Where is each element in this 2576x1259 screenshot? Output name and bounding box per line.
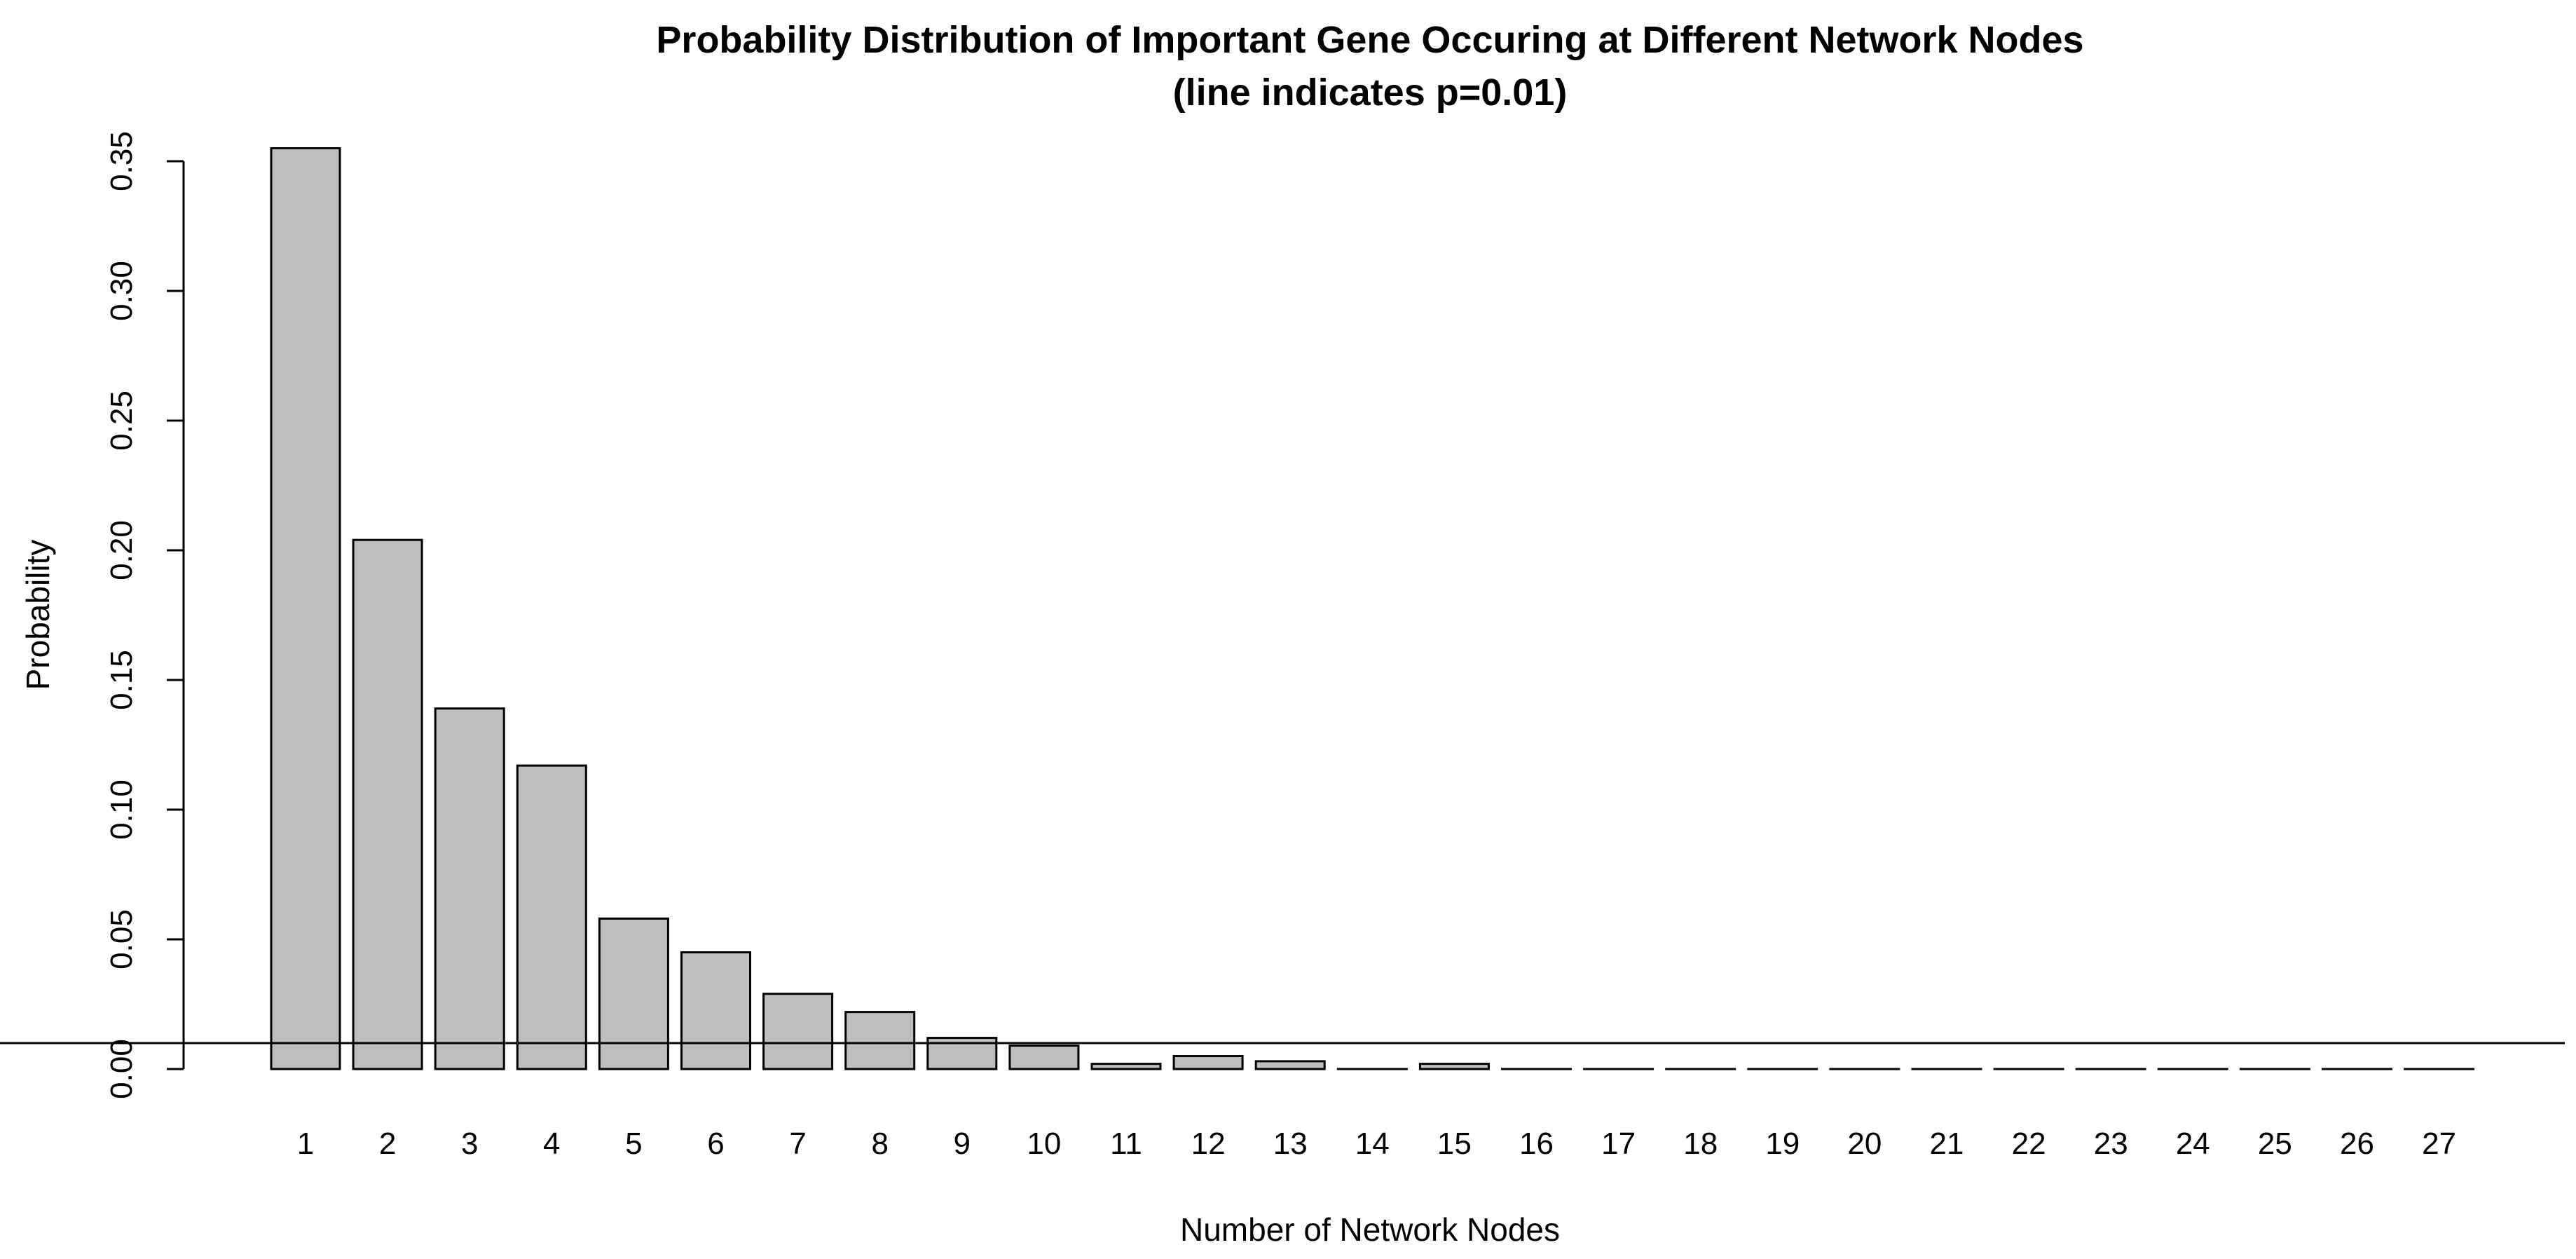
y-tick-label-0.20: 0.20 [104, 520, 139, 580]
x-tick-label-24: 24 [2176, 1127, 2210, 1161]
x-tick-label-22: 22 [2012, 1127, 2046, 1161]
x-tick-label-12: 12 [1191, 1127, 1226, 1161]
bar-12 [1172, 1055, 1244, 1070]
bars-group [270, 147, 2475, 1070]
bar-6 [680, 951, 751, 1070]
x-tick-label-7: 7 [789, 1127, 806, 1161]
x-tick-label-25: 25 [2258, 1127, 2292, 1161]
x-axis-label: Number of Network Nodes [1180, 1211, 1560, 1248]
y-tick-label-0.00: 0.00 [104, 1039, 139, 1099]
x-tick-label-14: 14 [1355, 1127, 1390, 1161]
x-tick-label-23: 23 [2094, 1127, 2128, 1161]
bar-8 [844, 1011, 916, 1070]
y-tick-label-0.35: 0.35 [104, 131, 139, 191]
x-tick-label-3: 3 [461, 1127, 478, 1161]
x-tick-label-19: 19 [1765, 1127, 1800, 1161]
bar-13 [1254, 1060, 1326, 1070]
y-tick-label-0.25: 0.25 [104, 390, 139, 451]
bar-1 [270, 147, 341, 1070]
bar-11 [1090, 1063, 1162, 1070]
x-tick-label-2: 2 [379, 1127, 396, 1161]
x-tick-label-18: 18 [1683, 1127, 1718, 1161]
y-axis-label: Probability [20, 540, 56, 690]
x-tick-label-27: 27 [2422, 1127, 2456, 1161]
x-tick-label-8: 8 [871, 1127, 888, 1161]
x-tick-label-17: 17 [1601, 1127, 1636, 1161]
bar-15 [1418, 1063, 1490, 1070]
y-tick-label-0.15: 0.15 [104, 650, 139, 710]
bar-2 [352, 538, 423, 1070]
x-tick-label-9: 9 [954, 1127, 971, 1161]
chart-subtitle: (line indicates p=0.01) [1173, 72, 1568, 114]
y-axis: 0.00 0.05 0.10 0.15 0.20 0.25 0.30 0.35 [104, 131, 185, 1099]
x-tick-label-6: 6 [707, 1127, 724, 1161]
y-tick-label-0.10: 0.10 [104, 780, 139, 840]
x-tick-label-10: 10 [1027, 1127, 1061, 1161]
y-tick-label-0.05: 0.05 [104, 909, 139, 969]
x-tick-labels: 1 2 3 4 5 6 7 8 9 10 11 12 13 14 15 16 17 18 19 20 21 22 23 24 2… [297, 1127, 2456, 1161]
bar-5 [598, 917, 669, 1070]
x-tick-label-1: 1 [297, 1127, 314, 1161]
x-tick-label-16: 16 [1519, 1127, 1554, 1161]
x-tick-label-5: 5 [625, 1127, 642, 1161]
x-tick-label-26: 26 [2340, 1127, 2374, 1161]
x-tick-label-4: 4 [543, 1127, 560, 1161]
x-tick-label-21: 21 [1930, 1127, 1964, 1161]
x-tick-label-11: 11 [1110, 1127, 1142, 1161]
bar-3 [434, 707, 505, 1070]
bar-10 [1008, 1044, 1080, 1070]
x-tick-label-15: 15 [1437, 1127, 1472, 1161]
bar-4 [516, 764, 587, 1070]
chart-title: Probability Distribution of Important Ge… [656, 19, 2083, 61]
x-tick-label-20: 20 [1847, 1127, 1882, 1161]
y-tick-label-0.30: 0.30 [104, 261, 139, 321]
bar-7 [762, 993, 834, 1070]
x-tick-label-13: 13 [1273, 1127, 1308, 1161]
